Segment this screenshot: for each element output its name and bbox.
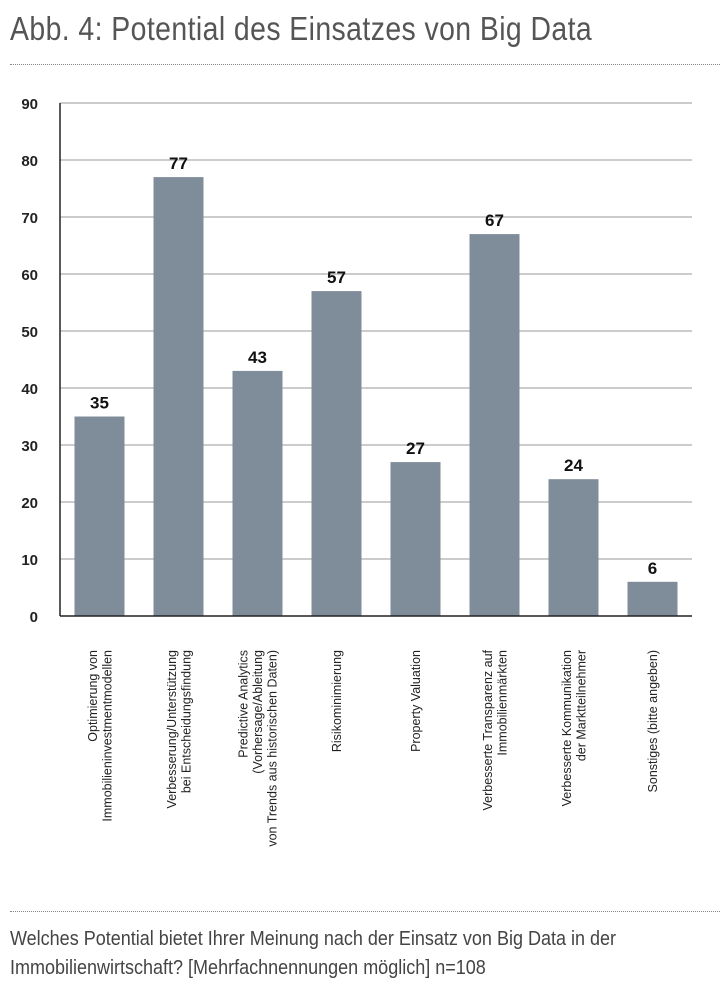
bar-chart: 35 77 43 57 27 67 24 6 0 10 20 30 40 50 60 70 80 90 Opti… — [21, 96, 692, 847]
top-dotted-rule — [10, 64, 720, 65]
bar-value-label: 57 — [327, 268, 346, 287]
x-category-label: Sonstiges (bitte angeben) — [646, 650, 660, 792]
x-category-label-line: Immobilienmärkten — [495, 650, 509, 756]
bar — [390, 462, 441, 616]
figure-title: Abb. 4: Potential des Einsatzes von Big … — [10, 10, 593, 47]
y-tick-label: 40 — [21, 381, 38, 398]
y-tick-label: 30 — [21, 438, 38, 455]
y-tick-label: 50 — [21, 324, 38, 341]
x-category-label-line: Sonstiges (bitte angeben) — [646, 650, 660, 792]
x-category-label-line: Predictive Analytics — [237, 650, 251, 758]
x-category-label-line: bei Entscheidungsfindung — [179, 650, 193, 793]
x-category-label-line: Verbesserte Kommunikation — [560, 650, 574, 806]
x-category-label: Optimierung von Immobilieninvestmentmodel… — [86, 650, 115, 822]
bar — [469, 234, 520, 616]
bottom-dotted-rule — [10, 911, 720, 912]
x-category-label: Verbesserte Transparenz auf Immobilienmär… — [481, 649, 510, 810]
y-tick-label: 20 — [21, 495, 38, 512]
bar — [627, 581, 678, 616]
bar — [74, 416, 125, 616]
x-category-label: Predictive Analytics (Vorhersage/Ableitun… — [237, 650, 280, 847]
y-tick-label: 0 — [30, 609, 38, 626]
bar-value-label: 35 — [90, 394, 109, 413]
x-category-label-line: Risikominimierung — [330, 650, 344, 752]
x-category-label: Verbesserung/Unterstützung bei Entscheidu… — [165, 650, 194, 808]
axes — [59, 103, 692, 617]
x-category-label: Property Valuation — [409, 650, 423, 752]
bar-value-label: 67 — [485, 211, 504, 230]
x-category-label-line: Verbesserte Transparenz auf — [481, 649, 495, 810]
x-category-label-line: (Vorhersage/Ableitung — [251, 650, 265, 774]
bar-value-label: 27 — [406, 439, 425, 458]
y-tick-label: 10 — [21, 552, 38, 569]
x-category-label-line: Verbesserung/Unterstützung — [165, 650, 179, 808]
bar — [153, 177, 204, 616]
x-category-labels: Optimierung von Immobilieninvestmentmodel… — [86, 649, 660, 846]
y-tick-labels: 0 10 20 30 40 50 60 70 80 90 — [21, 96, 38, 626]
x-category-label-line: von Trends aus historischen Daten) — [266, 650, 280, 847]
bars — [74, 177, 678, 616]
y-tick-label: 80 — [21, 153, 38, 170]
bar-value-label: 24 — [564, 456, 583, 475]
x-category-label-line: Immobilieninvestmentmodellen — [100, 650, 114, 822]
bar-value-label: 77 — [169, 154, 188, 173]
bar-value-label: 6 — [648, 559, 657, 578]
y-tick-label: 70 — [21, 210, 38, 227]
bar — [232, 370, 283, 616]
bar — [311, 291, 362, 616]
figure-caption: Welches Potential bietet Ihrer Meinung n… — [10, 928, 617, 979]
data-labels: 35 77 43 57 27 67 24 6 — [90, 154, 657, 578]
x-category-label: Risikominimierung — [330, 650, 344, 752]
x-category-label-line: der Marktteilnehmer — [574, 650, 588, 761]
y-tick-label: 90 — [21, 96, 38, 113]
x-category-label: Verbesserte Kommunikation der Marktteilne… — [560, 650, 589, 806]
y-tick-label: 60 — [21, 267, 38, 284]
bar — [548, 479, 599, 616]
x-category-label-line: Optimierung von — [86, 650, 100, 742]
bar-value-label: 43 — [248, 348, 267, 367]
x-category-label-line: Property Valuation — [409, 650, 423, 752]
